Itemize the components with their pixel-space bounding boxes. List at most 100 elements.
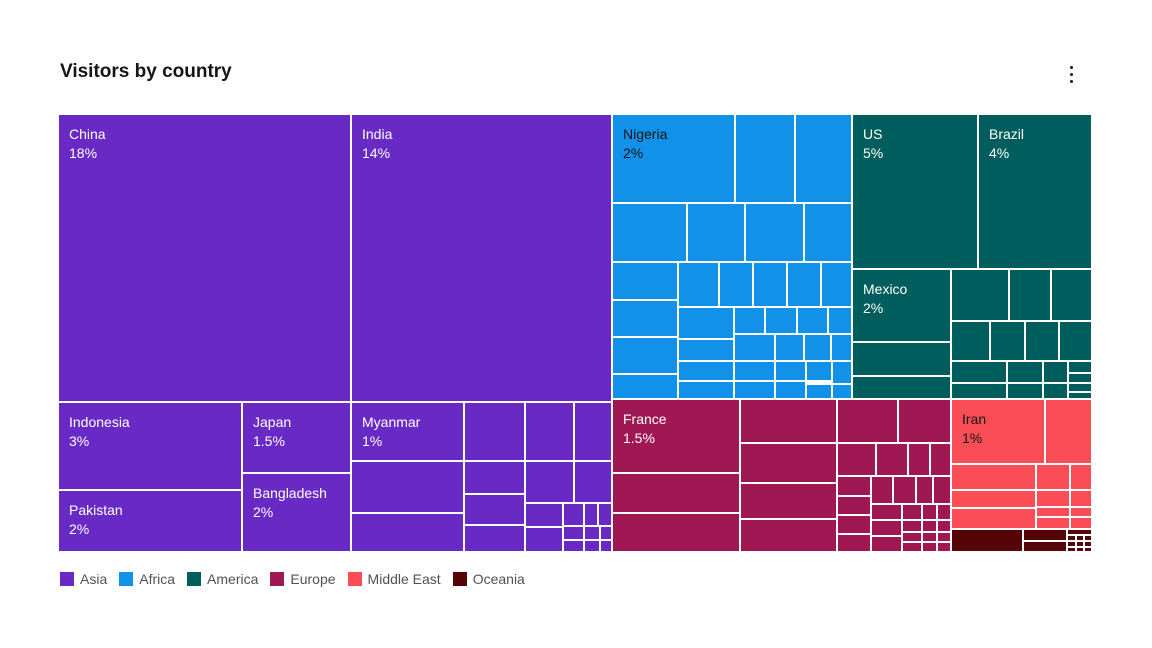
treemap-tile-africa[interactable] — [612, 374, 678, 399]
treemap-tile-europe[interactable] — [898, 399, 951, 443]
treemap-tile-brazil[interactable] — [978, 114, 1092, 269]
treemap-tile-middle-east[interactable] — [951, 464, 1036, 490]
treemap-tile-europe[interactable] — [837, 534, 871, 552]
treemap-tile-oceania[interactable] — [951, 529, 1023, 552]
treemap-tile-africa[interactable] — [678, 361, 734, 381]
treemap-tile-europe[interactable] — [922, 520, 937, 532]
treemap-tile-america[interactable] — [1009, 269, 1051, 321]
treemap-tile-america[interactable] — [1043, 383, 1068, 399]
treemap-tile-europe[interactable] — [740, 483, 837, 519]
treemap-tile-africa[interactable] — [734, 307, 765, 334]
treemap-tile-oceania[interactable] — [1076, 535, 1084, 541]
treemap-tile-africa[interactable] — [832, 361, 852, 384]
treemap-tile-oceania[interactable] — [1023, 529, 1067, 541]
treemap-tile-america[interactable] — [1007, 383, 1043, 399]
treemap-tile-middle-east[interactable] — [1036, 507, 1070, 517]
treemap-tile-asia[interactable] — [525, 503, 563, 527]
treemap-tile-china[interactable] — [58, 114, 351, 402]
treemap-tile-oceania[interactable] — [1076, 541, 1084, 547]
legend-item-middle-east[interactable]: Middle East — [347, 571, 441, 587]
treemap-tile-america[interactable] — [852, 376, 951, 399]
treemap-tile-europe[interactable] — [871, 520, 902, 536]
treemap-tile-oceania[interactable] — [1067, 547, 1076, 552]
treemap-tile-africa[interactable] — [678, 262, 719, 307]
treemap-tile-middle-east[interactable] — [951, 490, 1036, 508]
treemap-tile-mexico[interactable] — [852, 269, 951, 342]
treemap-tile-america[interactable] — [1007, 361, 1043, 383]
treemap-tile-america[interactable] — [1059, 321, 1092, 361]
treemap-tile-nigeria[interactable] — [612, 114, 735, 203]
treemap-tile-oceania[interactable] — [1067, 541, 1076, 547]
treemap-tile-asia[interactable] — [563, 503, 584, 526]
treemap-tile-oceania[interactable] — [1023, 541, 1067, 552]
treemap-tile-africa[interactable] — [678, 339, 734, 361]
treemap-tile-europe[interactable] — [612, 513, 740, 552]
treemap-tile-america[interactable] — [951, 383, 1007, 399]
treemap-tile-japan[interactable] — [242, 402, 351, 473]
treemap-tile-asia[interactable] — [351, 461, 464, 513]
treemap-tile-europe[interactable] — [740, 443, 837, 483]
treemap-tile-myanmar[interactable] — [351, 402, 464, 461]
treemap-tile-oceania[interactable] — [1084, 541, 1092, 547]
treemap-tile-america[interactable] — [1025, 321, 1059, 361]
treemap-tile-oceania[interactable] — [1084, 547, 1092, 552]
treemap-tile-africa[interactable] — [821, 262, 852, 307]
treemap-tile-america[interactable] — [951, 321, 990, 361]
treemap-tile-pakistan[interactable] — [58, 490, 242, 552]
treemap-tile-bangladesh[interactable] — [242, 473, 351, 552]
treemap-tile-africa[interactable] — [775, 361, 806, 381]
treemap-tile-europe[interactable] — [837, 443, 876, 476]
treemap-tile-africa[interactable] — [735, 114, 795, 203]
treemap-tile-africa[interactable] — [719, 262, 753, 307]
treemap-tile-africa[interactable] — [775, 334, 804, 361]
treemap-tile-asia[interactable] — [584, 503, 598, 526]
treemap-tile-europe[interactable] — [871, 536, 902, 552]
treemap-tile-middle-east[interactable] — [1070, 507, 1092, 517]
treemap-tile-europe[interactable] — [922, 532, 937, 542]
treemap-tile-europe[interactable] — [740, 399, 837, 443]
treemap-tile-europe[interactable] — [937, 532, 951, 542]
treemap-tile-france[interactable] — [612, 399, 740, 473]
treemap-tile-africa[interactable] — [787, 262, 821, 307]
treemap-tile-europe[interactable] — [740, 519, 837, 552]
treemap-tile-oceania[interactable] — [1076, 547, 1084, 552]
treemap-tile-asia[interactable] — [464, 461, 525, 494]
treemap-tile-asia[interactable] — [464, 402, 525, 461]
treemap-tile-middle-east[interactable] — [1036, 490, 1070, 507]
treemap-tile-america[interactable] — [951, 269, 1009, 321]
treemap-tile-africa[interactable] — [832, 384, 852, 399]
treemap-tile-africa[interactable] — [612, 337, 678, 374]
treemap-tile-america[interactable] — [1068, 361, 1092, 373]
treemap-tile-africa[interactable] — [765, 307, 797, 334]
treemap-tile-europe[interactable] — [837, 496, 871, 515]
treemap-tile-europe[interactable] — [916, 476, 933, 504]
treemap-tile-indonesia[interactable] — [58, 402, 242, 490]
treemap-tile-europe[interactable] — [937, 504, 951, 520]
treemap-tile-europe[interactable] — [902, 532, 922, 542]
treemap-tile-europe[interactable] — [933, 476, 951, 504]
treemap-tile-asia[interactable] — [525, 527, 563, 552]
treemap-tile-asia[interactable] — [600, 540, 612, 552]
treemap-tile-india[interactable] — [351, 114, 612, 402]
treemap-tile-africa[interactable] — [734, 334, 775, 361]
treemap-tile-asia[interactable] — [525, 402, 574, 461]
treemap-tile-africa[interactable] — [687, 203, 745, 262]
treemap-tile-middle-east[interactable] — [1036, 517, 1070, 529]
treemap-tile-america[interactable] — [1051, 269, 1092, 321]
treemap-tile-america[interactable] — [951, 361, 1007, 383]
treemap-tile-africa[interactable] — [806, 361, 832, 381]
treemap-tile-africa[interactable] — [831, 334, 852, 361]
treemap-tile-asia[interactable] — [464, 525, 525, 552]
legend-item-oceania[interactable]: Oceania — [452, 571, 525, 587]
treemap-tile-america[interactable] — [1068, 392, 1092, 399]
treemap-tile-asia[interactable] — [525, 461, 574, 503]
treemap-tile-europe[interactable] — [893, 476, 916, 504]
treemap-tile-europe[interactable] — [612, 473, 740, 513]
treemap-tile-europe[interactable] — [922, 504, 937, 520]
treemap-tile-europe[interactable] — [871, 504, 902, 520]
treemap-tile-middle-east[interactable] — [951, 508, 1036, 529]
treemap-tile-africa[interactable] — [612, 203, 687, 262]
treemap-tile-europe[interactable] — [837, 476, 871, 496]
treemap-tile-america[interactable] — [1043, 361, 1068, 383]
treemap-tile-africa[interactable] — [806, 384, 832, 399]
